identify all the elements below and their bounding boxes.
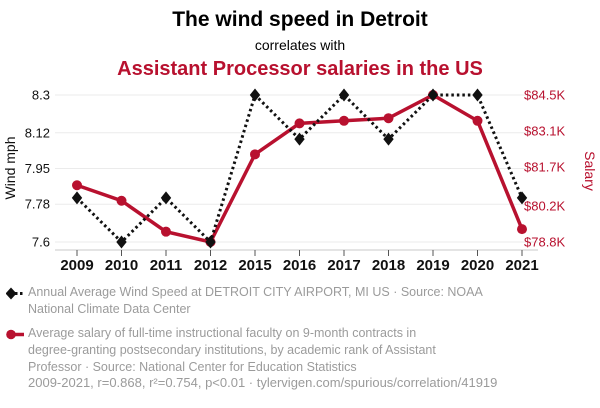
salary-data-point (161, 226, 171, 237)
left-tick-label: 7.6 (32, 235, 50, 250)
salary-data-point (294, 118, 305, 129)
x-tick-label: 2018 (372, 257, 405, 274)
left-axis-title: Wind mph (2, 136, 18, 199)
x-tick-label: 2010 (105, 257, 138, 274)
salary-data-point (116, 195, 127, 206)
wind-data-point (71, 191, 83, 205)
legend-salary-line1: Average salary of full-time instructiona… (28, 326, 417, 340)
legend-text-salary: Average salary of full-time instructiona… (26, 325, 436, 376)
salary-data-point (472, 115, 483, 126)
wind-data-point (294, 132, 305, 146)
wind-series-marker-icon (5, 287, 26, 305)
chart-subtitle: correlates with (254, 37, 346, 54)
x-tick-label: 2015 (238, 257, 271, 274)
right-tick-label: $84.5K (524, 88, 566, 103)
wind-data-point (338, 88, 350, 102)
legend-salary-line3: Professor · Source: National Center for … (28, 360, 357, 374)
legend-salary-line2: degree-granting postsecondary institutio… (28, 343, 436, 357)
wind-data-point (383, 132, 394, 146)
wind-data-point (516, 191, 528, 205)
x-tick-label: 2011 (150, 257, 183, 274)
legend-wind-line1: Annual Average Wind Speed at DETROIT CIT… (28, 285, 483, 299)
salary-data-point (517, 224, 527, 235)
legend-text-wind: Annual Average Wind Speed at DETROIT CIT… (26, 284, 483, 318)
legend-item-wind: Annual Average Wind Speed at DETROIT CIT… (5, 284, 594, 318)
x-axis: 2009 2010 2011 2012 2015 2016 2017 2018 2019 2020… (55, 249, 539, 274)
wind-data-point (160, 191, 172, 205)
salary-data-point (339, 115, 349, 126)
x-tick-label: 2012 (194, 257, 227, 274)
wind-data-point (116, 235, 127, 249)
salary-data-point (72, 180, 82, 191)
wind-series (71, 88, 528, 249)
salary-data-point (250, 149, 260, 160)
left-tick-label: 8.3 (32, 88, 50, 103)
right-tick-label: $81.7K (524, 160, 566, 175)
salary-series-marker-icon (6, 328, 26, 346)
gridlines (55, 94, 538, 243)
right-tick-label: $80.2K (524, 198, 566, 213)
right-tick-label: $83.1K (524, 124, 566, 139)
left-tick-label: 8.12 (25, 125, 50, 140)
chart-area: 2009 2010 2011 2012 2015 2016 2017 2018 2019 2020… (0, 83, 600, 278)
x-tick-label: 2019 (416, 257, 449, 274)
x-tick-label: 2017 (327, 257, 360, 274)
x-tick-label: 2021 (505, 257, 538, 274)
x-tick-label: 2009 (60, 257, 93, 274)
wind-data-point (249, 88, 261, 102)
right-axis-title: Salary (582, 151, 598, 191)
right-axis: $84.5K $83.1K $81.7K $80.2K $78.8K Salary (524, 88, 598, 250)
stats-footer: 2009-2021, r=0.868, r²=0.754, p<0.01 · t… (28, 375, 498, 390)
x-tick-label: 2020 (461, 257, 494, 274)
chart-legend: Annual Average Wind Speed at DETROIT CIT… (5, 284, 594, 383)
legend-item-salary: Average salary of full-time instructiona… (6, 325, 594, 376)
left-axis: 8.3 8.12 7.95 7.78 7.6 Wind mph (2, 88, 50, 250)
legend-wind-line2: National Climate Data Center (28, 302, 191, 316)
left-tick-label: 7.95 (25, 161, 50, 176)
wind-data-point (205, 235, 216, 249)
chart-svg: 2009 2010 2011 2012 2015 2016 2017 2018 2019 2020… (2, 88, 598, 275)
chart-header: The wind speed in Detroit correlates wit… (0, 0, 600, 82)
x-tick-label: 2016 (283, 257, 316, 274)
wind-data-point (472, 88, 483, 102)
chart-title-line2: Assistant Processor salaries in the US (117, 58, 483, 81)
left-tick-label: 7.78 (25, 197, 50, 212)
right-tick-label: $78.8K (524, 235, 566, 250)
wind-data-point (427, 88, 439, 102)
salary-data-point (383, 113, 394, 124)
chart-title-line1: The wind speed in Detroit (172, 8, 428, 31)
